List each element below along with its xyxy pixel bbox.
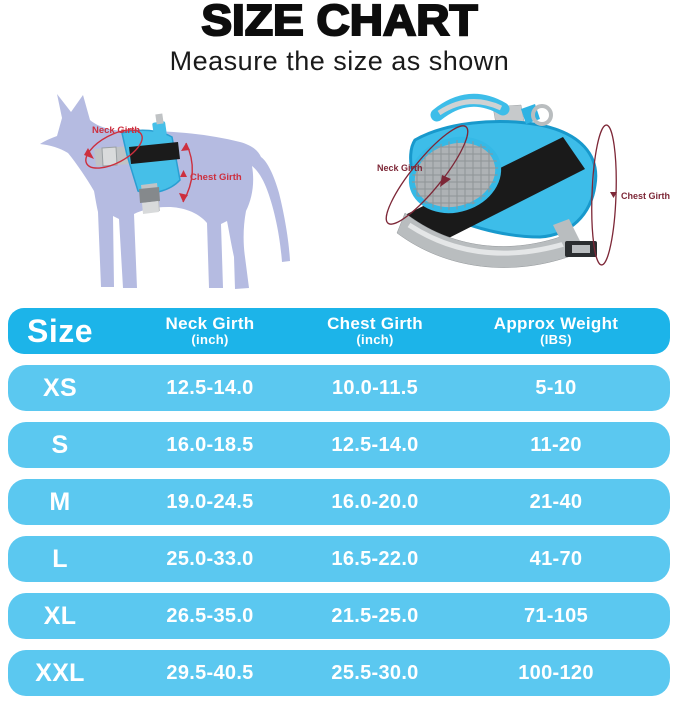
dog-neck-girth-arrowhead: [84, 148, 94, 159]
dog-harness-girth-slider: [142, 201, 159, 214]
cell-neck: 16.0-18.5: [166, 433, 254, 456]
dog-measurement-diagram: Neck Girth Chest Girth: [40, 94, 290, 289]
harness-chest-girth-ellipse: [591, 124, 617, 266]
header-neck-girth-title: Neck Girth: [165, 313, 255, 333]
cell-neck: 12.5-14.0: [166, 376, 254, 399]
cell-weight: 11-20: [530, 433, 582, 456]
dog-chest-girth-arrow-top: [181, 143, 190, 151]
harness-dring-icon: [531, 104, 553, 126]
header-neck-girth: Neck Girth (inch): [112, 313, 308, 348]
harness-black-strap: [405, 137, 585, 250]
cell-size: XXL: [35, 658, 85, 687]
header-chest-girth-title: Chest Girth: [327, 313, 423, 333]
cell-size: XS: [43, 373, 77, 402]
header-size: Size: [26, 312, 94, 349]
harness-neck-girth-label: Neck Girth: [377, 163, 423, 173]
harness-neck-girth-arrowhead: [440, 175, 451, 187]
header-chest-girth: Chest Girth (inch): [308, 313, 442, 348]
header-approx-weight-unit: (IBS): [540, 332, 572, 348]
table-row-xl: XL 26.5-35.0 21.5-25.0 71-105: [8, 593, 670, 639]
size-table: Size Neck Girth (inch) Chest Girth (inch…: [8, 308, 670, 701]
cell-weight: 71-105: [523, 604, 589, 627]
header-approx-weight-title: Approx Weight: [493, 313, 619, 333]
harness-handle-strap: [437, 99, 503, 116]
harness-product-diagram: Neck Girth Chest Girth: [377, 93, 670, 268]
dog-silhouette-shape: [40, 94, 290, 289]
header-neck-girth-unit: (inch): [191, 332, 229, 348]
cell-size: L: [52, 544, 68, 573]
page-title: SIZE CHART: [200, 0, 479, 46]
table-row-m: M 19.0-24.5 16.0-20.0 21-40: [8, 479, 670, 525]
cell-chest: 12.5-14.0: [331, 433, 419, 456]
cell-chest: 16.5-22.0: [331, 547, 419, 570]
header-approx-weight: Approx Weight (IBS): [442, 313, 670, 348]
dog-chest-girth-label: Chest Girth: [190, 172, 242, 183]
cell-weight: 100-120: [518, 661, 594, 684]
cell-neck: 29.5-40.5: [166, 661, 254, 684]
harness-chest-girth-arrowhead: [610, 192, 617, 198]
page-subtitle: Measure the size as shown: [169, 46, 510, 76]
table-row-xxl: XXL 29.5-40.5 25.5-30.0 100-120: [8, 650, 670, 696]
cell-size: S: [51, 430, 69, 459]
cell-chest: 10.0-11.5: [331, 376, 419, 399]
dog-chest-girth-arrowhead-mid: [180, 170, 187, 177]
dog-neck-girth-ellipse: [85, 129, 143, 169]
cell-weight: 21-40: [529, 490, 583, 513]
cell-neck: 25.0-33.0: [166, 547, 254, 570]
table-row-s: S 16.0-18.5 12.5-14.0 11-20: [8, 422, 670, 468]
cell-weight: 41-70: [529, 547, 583, 570]
dog-harness-girth-buckle: [139, 187, 160, 203]
harness-buckle-inner: [572, 245, 590, 253]
cell-size: M: [49, 487, 71, 516]
dog-harness-black-band: [129, 142, 180, 164]
harness-chest-girth-label: Chest Girth: [621, 191, 670, 201]
dog-harness-handle-strap: [155, 113, 164, 125]
header-chest-girth-unit: (inch): [356, 332, 394, 348]
harness-reflective-stripe: [407, 222, 575, 256]
dog-chest-girth-arrow-bottom: [179, 193, 188, 202]
dog-harness-handle-tab: [152, 121, 167, 137]
table-row-l: L 25.0-33.0 16.5-22.0 41-70: [8, 536, 670, 582]
cell-neck: 19.0-24.5: [166, 490, 254, 513]
cell-weight: 5-10: [535, 376, 577, 399]
harness-neck-girth-ellipse: [385, 125, 469, 225]
cell-chest: 16.0-20.0: [331, 490, 419, 513]
dog-harness-buckle-left: [101, 146, 118, 167]
table-header-row: Size Neck Girth (inch) Chest Girth (inch…: [8, 308, 670, 354]
dog-neck-girth-label: Neck Girth: [92, 125, 140, 136]
cell-chest: 25.5-30.0: [331, 661, 419, 684]
cell-size: XL: [43, 601, 77, 630]
table-row-xs: XS 12.5-14.0 10.0-11.5 5-10: [8, 365, 670, 411]
cell-neck: 26.5-35.0: [166, 604, 254, 627]
cell-chest: 21.5-25.0: [331, 604, 419, 627]
